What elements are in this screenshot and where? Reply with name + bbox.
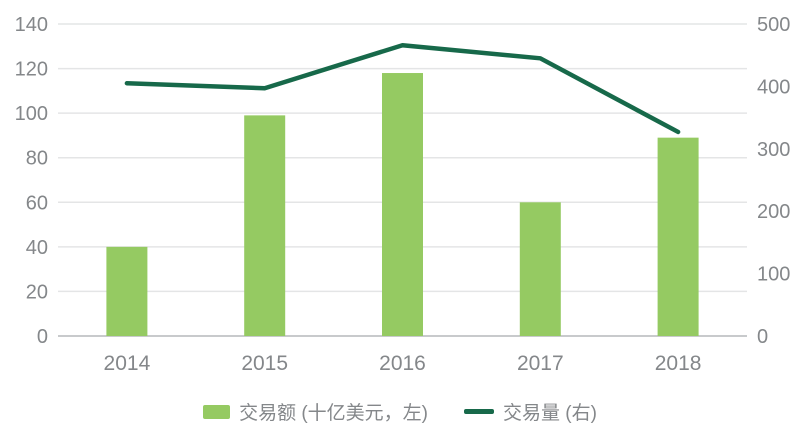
x-label-2018: 2018 [655, 352, 702, 375]
bar-2018 [657, 137, 699, 336]
left-tick-100: 100 [15, 103, 48, 125]
x-label-2017: 2017 [517, 352, 564, 375]
right-tick-100: 100 [757, 264, 790, 286]
left-tick-60: 60 [26, 192, 48, 214]
legend-bar-label: 交易额 (十亿美元，左) [239, 403, 428, 424]
right-tick-300: 300 [757, 139, 790, 161]
legend-item-line: 交易量 (右) [464, 398, 597, 425]
legend: 交易额 (十亿美元，左) 交易量 (右) [0, 398, 800, 425]
legend-bar-swatch [203, 404, 231, 419]
x-label-2014: 2014 [104, 352, 151, 375]
legend-item-bar: 交易额 (十亿美元，左) [203, 398, 428, 425]
x-label-2015: 2015 [241, 352, 288, 375]
bar-2014 [106, 246, 148, 336]
left-tick-40: 40 [26, 237, 48, 259]
left-tick-0: 0 [37, 326, 48, 348]
bar-2015 [244, 115, 286, 336]
left-tick-120: 120 [15, 59, 48, 81]
right-tick-400: 400 [757, 76, 790, 98]
x-label-2016: 2016 [379, 352, 426, 375]
bar-series [106, 73, 699, 337]
legend-line-label: 交易量 (右) [503, 403, 597, 424]
line-series [124, 42, 681, 135]
right-axis-labels: 0 100 200 300 400 500 [757, 14, 790, 348]
right-tick-0: 0 [757, 326, 768, 348]
volume-line [124, 42, 681, 135]
right-tick-200: 200 [757, 201, 790, 223]
left-tick-20: 20 [26, 281, 48, 303]
left-axis-labels: 0 20 40 60 80 100 120 140 [15, 14, 48, 348]
x-axis-labels: 2014 2015 2016 2017 2018 [104, 352, 702, 375]
left-tick-80: 80 [26, 148, 48, 170]
right-tick-500: 500 [757, 14, 790, 36]
bar-2017 [519, 202, 561, 336]
left-tick-140: 140 [15, 14, 48, 36]
bar-2016 [382, 73, 423, 337]
legend-line-swatch [464, 409, 494, 414]
